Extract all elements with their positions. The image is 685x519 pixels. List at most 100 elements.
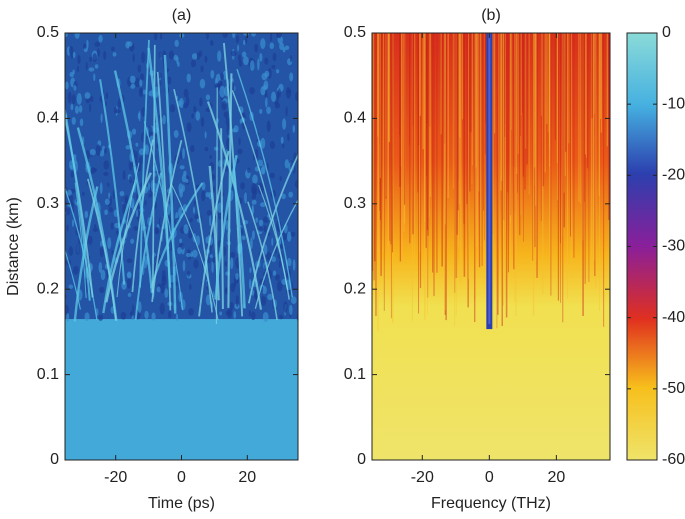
speckle (230, 50, 237, 57)
speckle (271, 91, 277, 103)
speckle (258, 219, 264, 227)
speckle (254, 43, 259, 53)
speckle (84, 92, 91, 100)
speckle (276, 33, 282, 39)
speckle (169, 104, 176, 113)
speckle (98, 262, 103, 273)
streak (65, 248, 82, 310)
speckle (250, 237, 253, 250)
speckle (97, 48, 100, 58)
speckle (183, 224, 189, 234)
streak (65, 186, 98, 320)
y-tick-label: 0.4 (37, 110, 59, 127)
speckle (186, 122, 192, 133)
speckle (187, 270, 191, 277)
speckle (174, 39, 179, 48)
y-tick-label: 0.1 (344, 366, 366, 383)
streak (134, 172, 162, 321)
speckle (224, 288, 229, 295)
speckle (278, 88, 282, 98)
speckle (98, 314, 104, 321)
streak (102, 179, 138, 314)
speckle (69, 71, 75, 78)
speckle (235, 272, 239, 280)
speckle (190, 145, 195, 153)
speckle (232, 33, 236, 39)
speckle (280, 136, 284, 144)
speckle (164, 288, 169, 299)
speckle (127, 41, 133, 47)
speckle (220, 72, 225, 80)
speckle (200, 117, 205, 128)
speckle (121, 280, 127, 290)
speckle (260, 86, 266, 96)
speckle (112, 189, 115, 200)
streak (247, 153, 298, 304)
speckle (271, 256, 277, 263)
speckle (188, 308, 194, 316)
speckle (199, 97, 203, 107)
speckle (173, 129, 179, 138)
speckle (76, 65, 79, 73)
speckle (214, 83, 221, 89)
speckle (225, 219, 229, 231)
speckle (286, 257, 292, 267)
speckle (177, 246, 183, 255)
speckle (129, 75, 136, 84)
speckle (144, 144, 150, 155)
speckle (284, 45, 290, 51)
speckle (269, 33, 273, 42)
speckle (110, 222, 114, 230)
speckle (65, 304, 69, 315)
speckle (89, 148, 96, 156)
speckle (217, 50, 222, 62)
speckle (65, 33, 68, 38)
speckle (122, 170, 126, 181)
speckle (279, 175, 282, 182)
speckle (93, 73, 96, 82)
streak (99, 79, 126, 285)
speckle (195, 111, 201, 121)
speckle (111, 249, 114, 255)
speckle (144, 310, 149, 320)
speckle (135, 150, 138, 163)
speckle (188, 232, 193, 239)
panel-title: (b) (481, 7, 501, 24)
speckle (290, 231, 296, 237)
streak (105, 172, 152, 303)
speckle (248, 309, 252, 317)
speckle (284, 159, 290, 169)
speckle (66, 312, 70, 322)
panel-title: (a) (172, 7, 192, 24)
speckle (83, 43, 87, 49)
speckle (87, 235, 93, 245)
speckle (229, 301, 234, 311)
streak (208, 165, 220, 301)
speckle (269, 172, 275, 179)
streak (151, 140, 183, 302)
speckle (85, 61, 88, 71)
speckle (222, 33, 228, 39)
speckle (100, 113, 103, 124)
speckle (166, 76, 172, 85)
speckle (288, 191, 294, 198)
speckle (263, 216, 269, 223)
speckle (99, 182, 103, 195)
speckle (252, 230, 255, 240)
speckle (133, 225, 139, 231)
speckle (265, 96, 268, 108)
streak (254, 198, 298, 309)
speckle (71, 116, 76, 125)
speckle (156, 286, 161, 293)
speckle (167, 310, 172, 319)
speckle (99, 150, 105, 157)
speckle (100, 269, 106, 281)
speckle (88, 67, 95, 72)
speckle (238, 60, 243, 67)
speckle (143, 257, 148, 269)
speckle (262, 311, 269, 323)
speckle (183, 88, 189, 98)
speckle (94, 224, 97, 229)
speckle (278, 314, 284, 320)
